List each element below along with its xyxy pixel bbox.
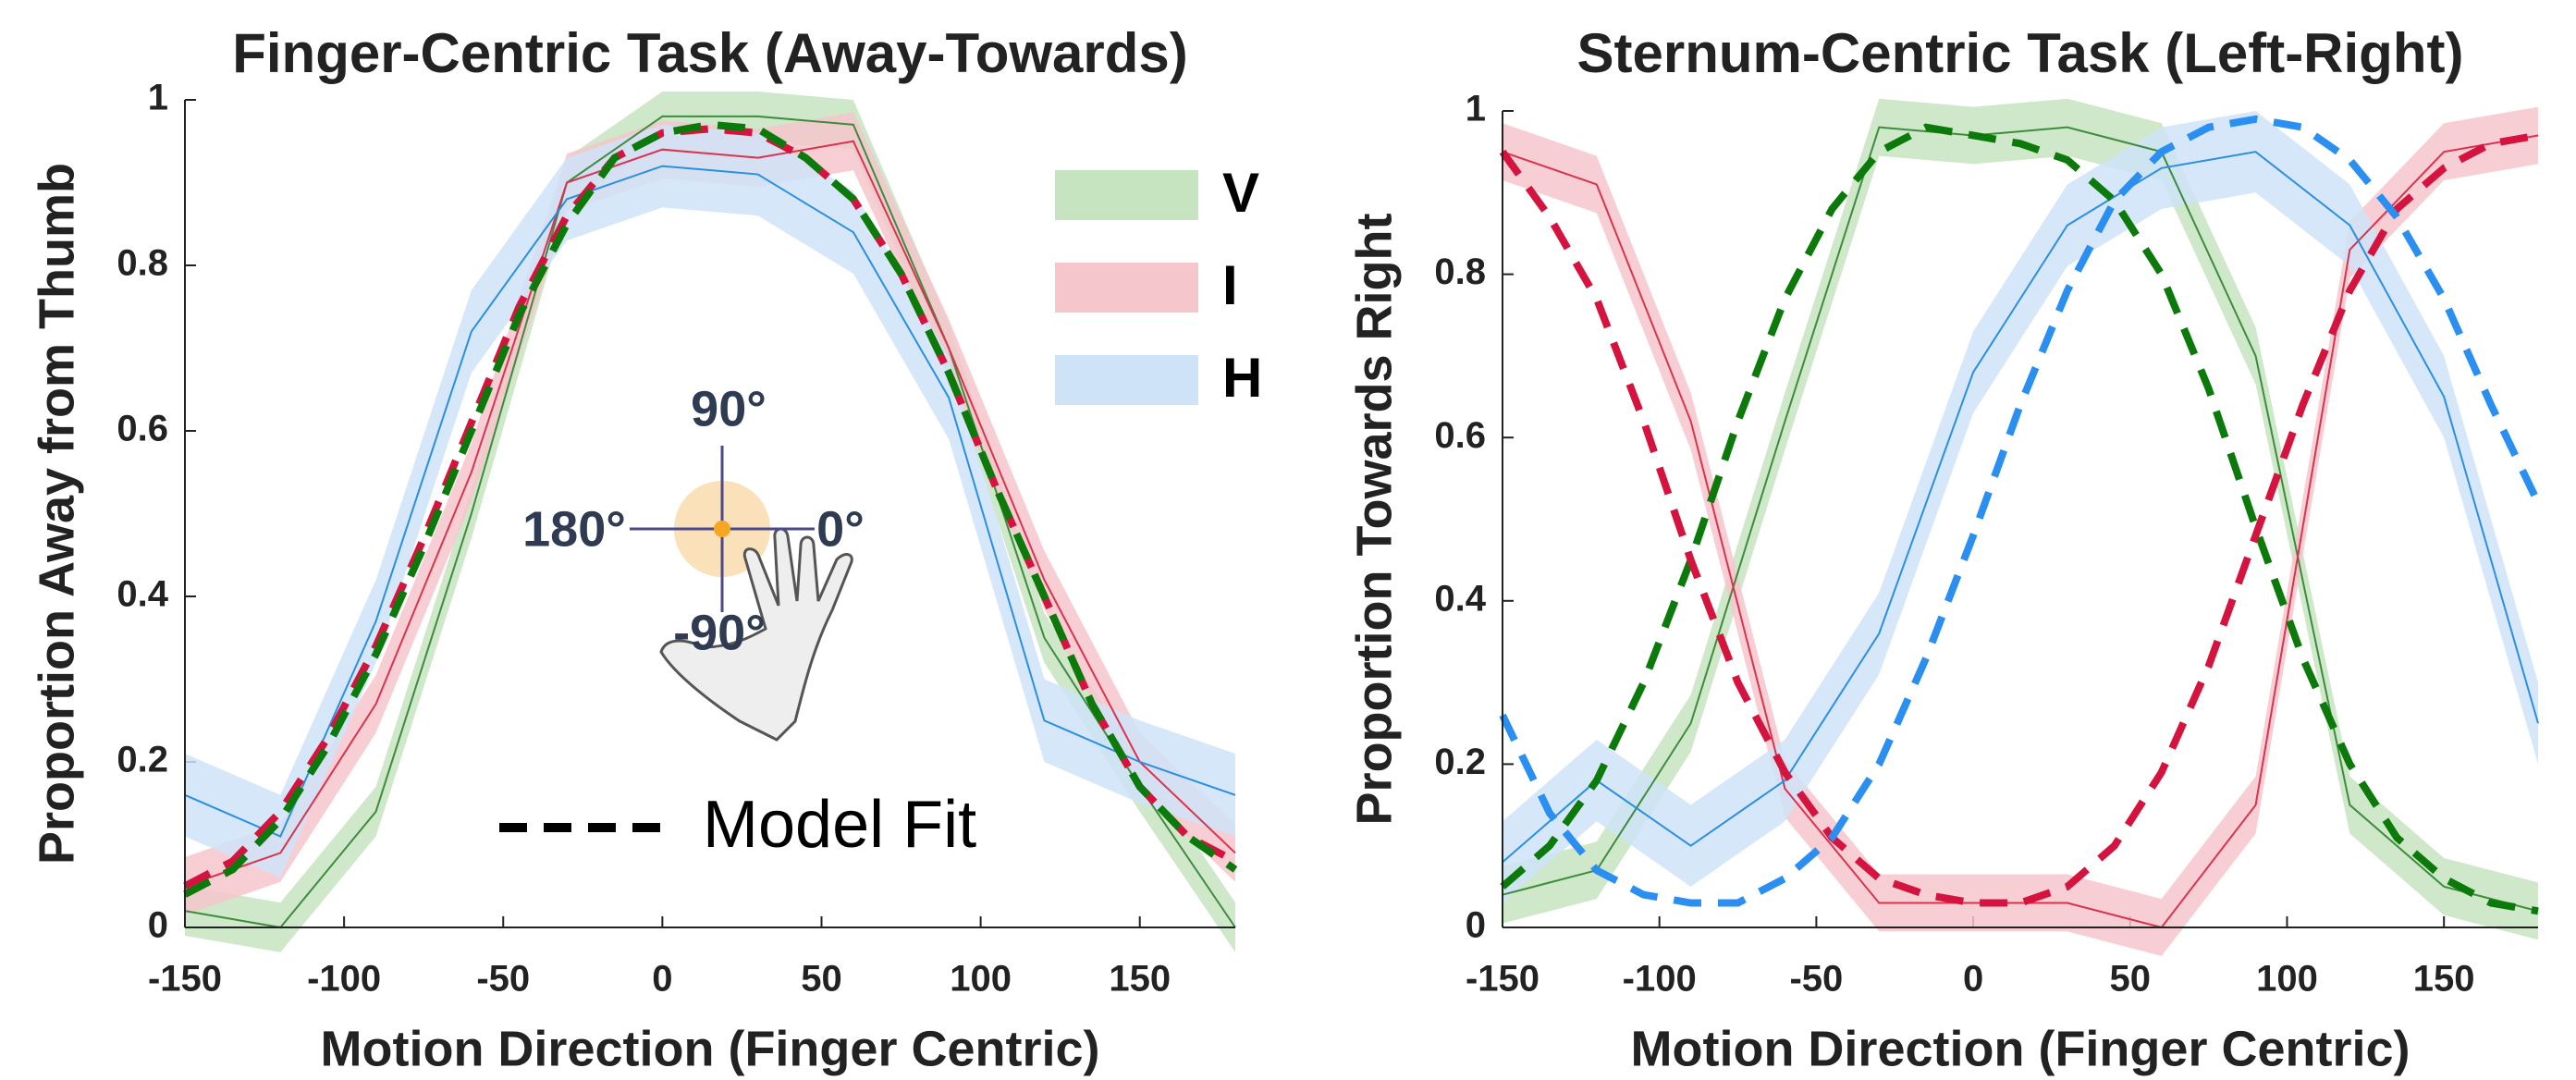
legend-swatch xyxy=(1055,263,1198,313)
chart-title: Finger-Centric Task (Away-Towards) xyxy=(232,22,1188,84)
x-tick-label: 100 xyxy=(950,959,1012,1000)
inset-angle-label: -90° xyxy=(673,605,766,660)
y-tick-label: 0.6 xyxy=(1434,415,1486,456)
y-tick-label: 0 xyxy=(148,905,168,946)
y-tick-label: 0.2 xyxy=(1434,742,1486,782)
legend-swatch xyxy=(1055,170,1198,220)
x-tick-label: -50 xyxy=(476,959,530,1000)
x-tick-label: -150 xyxy=(148,959,222,1000)
y-tick-label: 0.2 xyxy=(117,740,168,780)
model-fit-line xyxy=(1499,115,2542,907)
y-tick-label: 1 xyxy=(148,78,168,118)
model-fit-line xyxy=(1500,123,2539,915)
y-tick-label: 0.6 xyxy=(117,409,168,449)
y-tick-label: 0.8 xyxy=(1434,252,1486,292)
legend-label: H xyxy=(1222,347,1262,409)
data-line xyxy=(1502,151,2539,864)
hand-icon xyxy=(659,527,853,742)
data-line xyxy=(1502,126,2539,913)
x-tick-label: 100 xyxy=(2256,959,2318,1000)
x-axis-label: Motion Direction (Finger Centric) xyxy=(1631,1021,2410,1076)
y-tick-label: 0.4 xyxy=(1434,578,1486,619)
y-tick-label: 0.8 xyxy=(117,243,168,284)
error-band xyxy=(1503,111,2538,903)
inset-center xyxy=(714,521,730,537)
legend-swatch xyxy=(1055,355,1198,405)
data-line xyxy=(184,165,1236,838)
y-tick-label: 0 xyxy=(1466,905,1486,946)
inset-angle-label: 0° xyxy=(816,501,865,557)
inset-angle-label: 90° xyxy=(691,381,767,436)
x-tick-label: -50 xyxy=(1789,959,1843,1000)
x-axis-label: Motion Direction (Finger Centric) xyxy=(321,1021,1100,1076)
x-tick-label: 150 xyxy=(1109,959,1171,1000)
legend-label: I xyxy=(1222,254,1238,316)
legend-fit-label: Model Fit xyxy=(703,788,976,862)
x-tick-label: -100 xyxy=(1623,959,1697,1000)
model-fit-line xyxy=(1499,131,2539,907)
x-tick-label: 0 xyxy=(1963,959,1983,1000)
x-tick-label: -100 xyxy=(307,959,381,1000)
legend-label: V xyxy=(1222,162,1259,224)
chart-title: Sternum-Centric Task (Left-Right) xyxy=(1577,22,2464,84)
x-tick-label: 0 xyxy=(652,959,672,1000)
y-tick-label: 1 xyxy=(1466,89,1486,129)
data-line xyxy=(184,140,1236,888)
data-line xyxy=(184,115,1236,929)
x-tick-label: 50 xyxy=(2110,959,2152,1000)
data-line xyxy=(1502,134,2539,929)
y-axis-label: Proportion Towards Right xyxy=(1346,214,1402,826)
x-tick-label: 150 xyxy=(2413,959,2475,1000)
y-tick-label: 0.4 xyxy=(117,574,168,615)
x-tick-label: -150 xyxy=(1466,959,1539,1000)
error-band xyxy=(1503,106,2538,956)
model-fit-line xyxy=(183,120,1238,898)
x-tick-label: 50 xyxy=(801,959,842,1000)
y-axis-label: Proportion Away from Thumb xyxy=(29,163,84,865)
inset-angle-label: 180° xyxy=(522,501,626,557)
